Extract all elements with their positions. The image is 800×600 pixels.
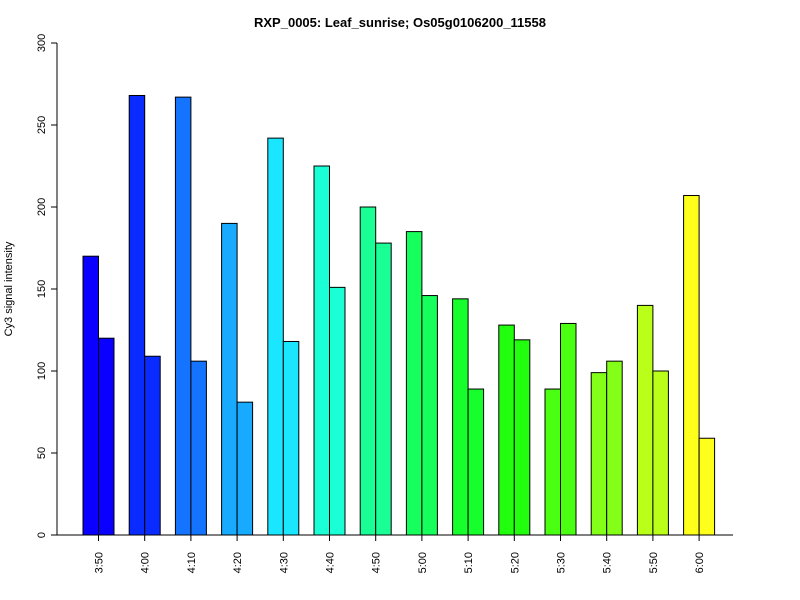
bar-600-s1	[683, 195, 700, 536]
y-tick-label: 0	[36, 532, 48, 538]
x-tick-label: 5:20	[509, 552, 521, 573]
bar-520-s1	[498, 324, 515, 536]
x-tick-label: 6:00	[694, 552, 706, 573]
y-tick-label: 100	[36, 362, 48, 380]
x-tick-label: 4:30	[278, 552, 290, 573]
bar-600-s2	[698, 437, 716, 536]
bar-400-s1	[128, 94, 146, 536]
y-tick-label: 200	[36, 198, 48, 216]
y-ticks-group: 0 50 100 150 200 250 300	[36, 34, 57, 538]
x-tick-label: 4:00	[140, 552, 152, 573]
bar-400-s2	[144, 355, 161, 536]
bar-550-s2	[652, 370, 669, 536]
y-tick-label: 50	[36, 447, 48, 459]
bar-500-s1	[405, 231, 423, 536]
bar-410-s1	[174, 96, 192, 536]
bar-430-s2	[282, 340, 300, 536]
x-tick-label: 3:50	[94, 552, 106, 573]
bar-420-s1	[221, 222, 238, 536]
bar-520-s2	[513, 339, 531, 536]
bar-350-s2	[98, 337, 115, 536]
bar-500-s2	[421, 295, 438, 536]
x-tick-label: 4:40	[325, 552, 337, 573]
bar-450-s2	[375, 242, 392, 536]
bar-440-s1	[313, 165, 330, 536]
x-tick-label: 5:30	[556, 552, 568, 573]
bar-410-s2	[190, 360, 207, 536]
bar-540-s2	[606, 360, 623, 536]
y-tick-label: 300	[36, 34, 48, 52]
bar-450-s1	[359, 206, 377, 536]
chart-title: RXP_0005: Leaf_sunrise; Os05g0106200_115…	[254, 15, 546, 30]
bar-510-s1	[452, 298, 469, 536]
x-tick-label: 5:00	[417, 552, 429, 573]
bar-440-s2	[329, 286, 346, 536]
bar-510-s2	[467, 388, 485, 536]
x-tick-label: 5:50	[648, 552, 660, 573]
x-tick-label: 5:10	[463, 552, 475, 573]
bar-350-s1	[82, 255, 99, 536]
bars-group	[82, 94, 716, 536]
x-tick-label: 5:40	[602, 552, 614, 573]
x-tick-label: 4:50	[371, 552, 383, 573]
x-tick-label: 4:20	[232, 552, 244, 573]
y-tick-label: 150	[36, 280, 48, 298]
bar-540-s1	[590, 372, 608, 536]
x-ticks-group: 3:50 4:00 4:10 4:20 4:30 4:40 4:50 5:00 5:10 5:20…	[94, 535, 706, 573]
bar-530-s1	[544, 388, 561, 536]
bar-430-s1	[267, 137, 284, 536]
bar-550-s1	[636, 304, 654, 536]
y-tick-label: 250	[36, 116, 48, 134]
bar-530-s2	[560, 322, 577, 536]
bar-420-s2	[236, 401, 254, 536]
y-axis-label: Cy3 signal intensity	[3, 241, 15, 336]
x-tick-label: 4:10	[186, 552, 198, 573]
